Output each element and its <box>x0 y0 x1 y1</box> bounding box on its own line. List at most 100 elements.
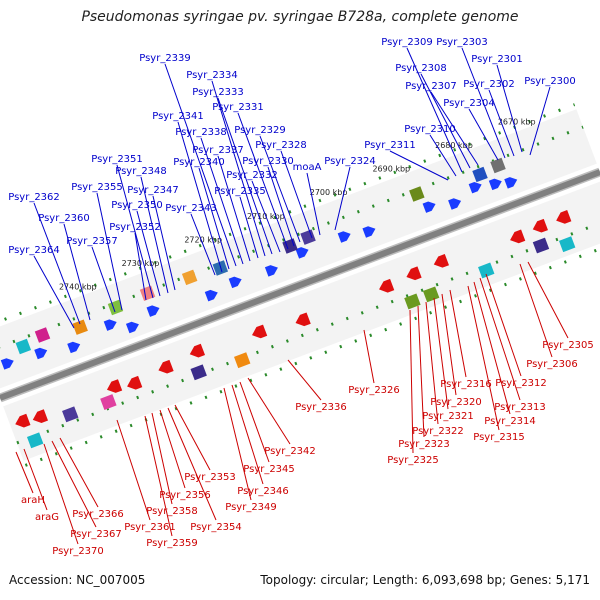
gene-label-psyr_2320: Psyr_2320 <box>430 397 482 408</box>
gene-label-psyr_2357: Psyr_2357 <box>66 236 118 247</box>
gene-label-psyr_2338: Psyr_2338 <box>175 127 227 138</box>
reverse-gene-box-5 <box>234 352 251 369</box>
gene-label-psyr_2316: Psyr_2316 <box>440 379 492 390</box>
gene-label-psyr_2347: Psyr_2347 <box>127 185 179 196</box>
gene-label-psyr_2311: Psyr_2311 <box>364 140 416 151</box>
leader-line-psyr_2334 <box>211 80 266 257</box>
leader-line-psyr_2350 <box>136 210 161 297</box>
gene-label-psyr_2305: Psyr_2305 <box>542 340 594 351</box>
leader-line-psyr_2322 <box>425 301 439 425</box>
gene-label-psyr_2324: Psyr_2324 <box>324 156 376 167</box>
reverse-gene-box-9 <box>532 237 550 254</box>
leader-line-psyr_2361 <box>116 419 151 521</box>
leader-line-psyr_2367 <box>51 440 97 528</box>
leader-line-psyr_2352 <box>134 232 147 301</box>
forward-gene-arrow-6 <box>146 305 160 317</box>
leader-line-psyr_2305 <box>527 261 569 339</box>
leader-line-psyr_2326 <box>363 329 375 384</box>
gene-label-psyr_2302: Psyr_2302 <box>463 79 515 90</box>
gene-label-psyr_2342: Psyr_2342 <box>264 446 316 457</box>
leader-line-psyr_2328 <box>280 150 313 239</box>
leader-line-psyr_2320 <box>441 293 457 396</box>
gene-label-psyr_2334: Psyr_2334 <box>186 70 238 81</box>
gene-label-psyr_2364: Psyr_2364 <box>8 245 60 256</box>
leader-line-psyr_2346 <box>231 384 264 485</box>
leader-line-psyr_2341 <box>177 121 223 273</box>
forward-gene-arrow-16 <box>488 178 502 191</box>
forward-gene-arrow-3 <box>67 341 81 354</box>
gene-label-psyr_2348: Psyr_2348 <box>115 166 167 177</box>
forward-gene-arrow-11 <box>337 231 351 243</box>
gene-label-psyr_2314: Psyr_2314 <box>484 416 536 427</box>
gene-label-psyr_2352: Psyr_2352 <box>109 222 161 233</box>
leader-line-psyr_2321 <box>433 297 449 410</box>
leader-line-psyr_2316 <box>449 289 467 378</box>
leader-line-psyr_2323 <box>417 305 425 438</box>
forward-gene-box-6 <box>181 269 198 286</box>
forward-gene-box-5 <box>139 285 156 301</box>
gene-label-arah: araH <box>21 495 45 506</box>
leader-line-psyr_2355 <box>96 192 123 311</box>
forward-gene-box-10 <box>409 186 425 202</box>
gene-label-psyr_2300: Psyr_2300 <box>524 76 576 87</box>
leader-line-psyr_2366 <box>59 437 99 508</box>
gene-label-moaa: moaA <box>293 162 322 173</box>
gene-label-psyr_2325: Psyr_2325 <box>387 455 439 466</box>
gene-label-psyr_2303: Psyr_2303 <box>436 37 488 48</box>
gene-label-psyr_2331: Psyr_2331 <box>212 102 264 113</box>
forward-gene-arrow-7 <box>204 289 218 302</box>
forward-gene-arrow-17 <box>504 177 518 189</box>
leader-line-psyr_2338 <box>200 137 244 265</box>
gene-label-psyr_2307: Psyr_2307 <box>405 81 457 92</box>
leader-line-psyr_2312 <box>485 273 522 377</box>
gene-label-psyr_2337: Psyr_2337 <box>192 145 244 156</box>
leader-line-psyr_2324 <box>334 166 351 231</box>
leader-line-psyr_2300 <box>529 86 551 156</box>
reverse-gene-box-6 <box>404 293 421 310</box>
leader-line-psyr_2309 <box>406 47 463 173</box>
gene-label-psyr_2336: Psyr_2336 <box>295 402 347 413</box>
tick-track-4 <box>0 103 576 323</box>
reverse-gene-box-7 <box>422 286 440 303</box>
gene-label-psyr_2359: Psyr_2359 <box>146 538 198 549</box>
tick-label-2700: 2700 kbp <box>310 188 348 197</box>
leader-line-psyr_2360 <box>63 223 91 321</box>
genome-backbone <box>0 169 600 401</box>
leader-line-psyr_2314 <box>473 281 511 415</box>
leader-line-psyr_2310 <box>429 134 457 177</box>
gene-label-psyr_2333: Psyr_2333 <box>192 87 244 98</box>
gene-label-psyr_2340: Psyr_2340 <box>173 157 225 168</box>
leader-line-psyr_2345 <box>239 381 270 463</box>
reverse-gene-box-1 <box>26 432 44 449</box>
leader-line-psyr_2337 <box>217 155 251 262</box>
leader-line-psyr_2356 <box>159 409 186 489</box>
reverse-gene-box-3 <box>100 394 117 410</box>
gene-label-psyr_2310: Psyr_2310 <box>404 124 456 135</box>
forward-gene-box-12 <box>490 157 506 174</box>
reverse-gene-arrow-10 <box>406 266 422 281</box>
gene-label-psyr_2350: Psyr_2350 <box>111 200 163 211</box>
reverse-gene-arrow-1 <box>15 413 31 428</box>
gene-label-psyr_2330: Psyr_2330 <box>242 156 294 167</box>
gene-label-psyr_2345: Psyr_2345 <box>243 464 295 475</box>
leader-line-arah <box>15 451 34 494</box>
leader-line-psyr_2304 <box>468 108 499 161</box>
gene-label-psyr_2362: Psyr_2362 <box>8 192 60 203</box>
leader-line-psyr_2349 <box>223 387 252 501</box>
gene-label-psyr_2358: Psyr_2358 <box>146 506 198 517</box>
reverse-gene-arrow-14 <box>556 210 572 224</box>
tick-label-2680: 2680 kbp <box>435 141 473 150</box>
leader-line-arag <box>23 448 48 511</box>
gene-label-arag: araG <box>35 512 59 523</box>
leader-line-psyr_2362 <box>33 202 81 325</box>
gene-label-psyr_2301: Psyr_2301 <box>471 54 523 65</box>
forward-gene-box-1 <box>15 338 32 355</box>
leader-line-psyr_2364 <box>33 255 75 329</box>
gene-label-psyr_2355: Psyr_2355 <box>71 182 123 193</box>
forward-gene-arrow-8 <box>228 276 242 289</box>
forward-gene-box-8 <box>282 238 298 254</box>
gene-label-psyr_2367: Psyr_2367 <box>70 529 122 540</box>
leader-line-psyr_2340 <box>198 167 230 270</box>
leader-line-psyr_2358 <box>151 412 173 505</box>
leader-line-moaa <box>306 172 321 236</box>
